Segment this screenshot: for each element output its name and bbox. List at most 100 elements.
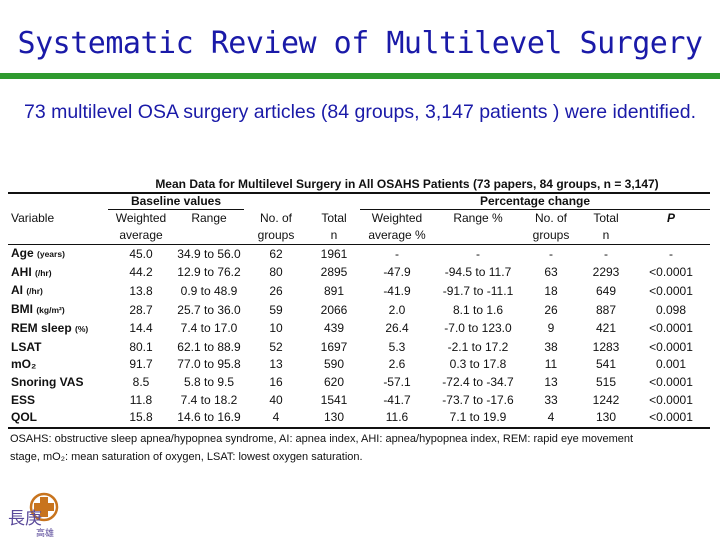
- col-weighted-average-header: Weighted: [115, 211, 167, 225]
- cell-weighted-pct: -: [395, 246, 399, 261]
- cell-total-pct: 421: [595, 321, 617, 336]
- cell-total-pct: 2293: [592, 265, 620, 280]
- cell-variable: BMI (kg/m²): [8, 301, 108, 320]
- cell-total: 2895: [320, 265, 348, 280]
- cell-groups-pct: -: [549, 246, 553, 261]
- variable-unit: (%): [75, 323, 89, 334]
- variable-name: LSAT: [11, 339, 42, 354]
- cell-groups-pct: 63: [544, 265, 558, 280]
- table-body: Age (years) 45.0 34.9 to 56.0 62 1961 - - - - - AH…: [8, 245, 711, 430]
- variable-unit: (years): [37, 249, 65, 259]
- col-groups-header-2: groups: [244, 227, 308, 245]
- cell-weighted-average: 80.1: [129, 339, 153, 354]
- table-row: Age (years) 45.0 34.9 to 56.0 62 1961 - - - - -: [8, 245, 710, 264]
- cell-total-pct: 887: [595, 302, 617, 317]
- data-table-container: Mean Data for Multilevel Surgery in All …: [8, 176, 711, 466]
- cell-range-pct: -2.1 to 17.2: [447, 339, 509, 354]
- table-row: ESS 11.8 7.4 to 18.2 40 1541 -41.7 -73.7 to -1…: [8, 392, 710, 410]
- cell-total: 1697: [320, 339, 348, 354]
- cell-total-pct: 130: [580, 409, 632, 430]
- cell-variable: mO₂: [8, 356, 108, 374]
- col-variable-header: Variable: [11, 210, 55, 225]
- cell-range: 77.0 to 95.8: [177, 357, 241, 372]
- table-row: mO₂ 91.7 77.0 to 95.8 13 590 2.6 0.3 to 17.8 11…: [8, 356, 710, 374]
- cell-p-value: 0.098: [656, 302, 687, 317]
- svg-text:高雄: 高雄: [36, 527, 54, 538]
- cell-weighted-average: 13.8: [129, 283, 153, 298]
- cell-groups: 40: [269, 392, 283, 407]
- cell-groups: 13: [269, 357, 283, 372]
- variable-name: Age: [11, 246, 34, 260]
- cell-groups-pct: 26: [544, 302, 558, 317]
- cell-range-pct: -94.5 to 11.7: [444, 265, 512, 280]
- cell-variable: AHI (/hr): [8, 264, 108, 283]
- table-header-row: Variable Weighted Range No. of Total Wei…: [8, 210, 710, 228]
- variable-name: Snoring VAS: [11, 374, 84, 389]
- col-range-header: Range: [191, 211, 227, 225]
- cell-range: 5.8 to 9.5: [183, 374, 235, 389]
- cell-variable: ESS: [8, 392, 108, 410]
- variable-unit: (/hr): [35, 267, 52, 278]
- cell-p-value: <0.0001: [649, 321, 693, 336]
- cell-range: 25.7 to 36.0: [177, 302, 241, 317]
- cell-groups: 10: [269, 321, 283, 336]
- cell-weighted-average: 15.8: [108, 409, 174, 430]
- table-group-header-row: Baseline values Percentage change: [8, 194, 711, 210]
- variable-name: QOL: [11, 410, 37, 425]
- cell-range-pct: -91.7 to -11.1: [442, 283, 514, 298]
- cell-p-value: 0.001: [656, 357, 687, 372]
- cell-weighted-pct: 5.3: [388, 339, 406, 354]
- table-footnote: OSAHS: obstructive sleep apnea/hypopnea …: [8, 430, 710, 466]
- cell-p-value: <0.0001: [649, 392, 693, 407]
- footnote-line-1: OSAHS: obstructive sleep apnea/hypopnea …: [10, 433, 634, 446]
- cell-total: 590: [323, 357, 345, 372]
- cell-weighted-pct: 2.0: [388, 302, 406, 317]
- cell-total-pct: 541: [595, 357, 617, 372]
- cell-total: 2066: [320, 302, 348, 317]
- table-row: AHI (/hr) 44.2 12.9 to 76.2 80 2895 -47.9 -94.…: [8, 264, 710, 283]
- cell-total: 620: [323, 374, 345, 389]
- table-row: BMI (kg/m²) 28.7 25.7 to 36.0 59 2066 2.0 8.1 …: [8, 301, 710, 320]
- cell-range: 14.6 to 16.9: [174, 409, 244, 430]
- cell-weighted-average: 91.7: [129, 357, 153, 372]
- col-weighted-pct-header: Weighted: [371, 211, 423, 225]
- cell-groups-pct: 11: [544, 357, 558, 372]
- cell-range-pct: -7.0 to 123.0: [444, 321, 512, 336]
- col-groups-pct-header-2: groups: [522, 227, 580, 245]
- multilevel-surgery-table: Baseline values Percentage change Variab…: [8, 194, 711, 430]
- col-groups-pct-header: No. of: [534, 211, 567, 225]
- title-divider: [0, 73, 720, 79]
- cell-total-pct: 515: [595, 374, 617, 389]
- cell-groups-pct: 4: [522, 409, 580, 430]
- cell-range-pct: 7.1 to 19.9: [434, 409, 522, 430]
- cell-groups: 52: [269, 339, 283, 354]
- cell-p-value: <0.0001: [649, 265, 693, 280]
- table-header-row-2: average groups n average % groups n: [8, 227, 711, 245]
- cell-range: 34.9 to 56.0: [177, 246, 241, 261]
- group-baseline-header: Baseline values: [108, 194, 244, 210]
- cell-total: 891: [323, 283, 345, 298]
- cell-weighted-pct: 2.6: [388, 357, 406, 372]
- cell-weighted-average: 11.8: [129, 392, 153, 407]
- table-caption: Mean Data for Multilevel Surgery in All …: [155, 177, 659, 191]
- cell-groups-pct: 33: [544, 392, 558, 407]
- table-row: REM sleep (%) 14.4 7.4 to 17.0 10 439 26.4 -7.…: [8, 320, 710, 339]
- cell-total-pct: -: [604, 246, 608, 261]
- table-row: Snoring VAS 8.5 5.8 to 9.5 16 620 -57.1 -72.4 …: [8, 374, 710, 392]
- variable-name: BMI: [11, 302, 33, 317]
- col-total-header-2: n: [308, 227, 360, 245]
- col-groups-header: No. of: [259, 210, 292, 225]
- table-row: LSAT 80.1 62.1 to 88.9 52 1697 5.3 -2.1 to 17.…: [8, 339, 710, 357]
- variable-unit: (/hr): [26, 286, 43, 297]
- cell-groups: 16: [269, 374, 283, 389]
- cell-weighted-pct: -41.9: [383, 283, 411, 298]
- cell-weighted-pct: 26.4: [385, 321, 409, 336]
- cell-range: 0.9 to 48.9: [180, 283, 238, 298]
- hospital-logo: 長庚 高雄: [6, 490, 70, 539]
- cell-weighted-pct: -47.9: [383, 265, 411, 280]
- cell-total: 1961: [320, 246, 348, 261]
- col-total-header: Total: [321, 210, 347, 225]
- cell-weighted-average: 45.0: [129, 246, 153, 261]
- cell-range: 7.4 to 17.0: [180, 321, 238, 336]
- col-total-pct-header: Total: [593, 211, 619, 225]
